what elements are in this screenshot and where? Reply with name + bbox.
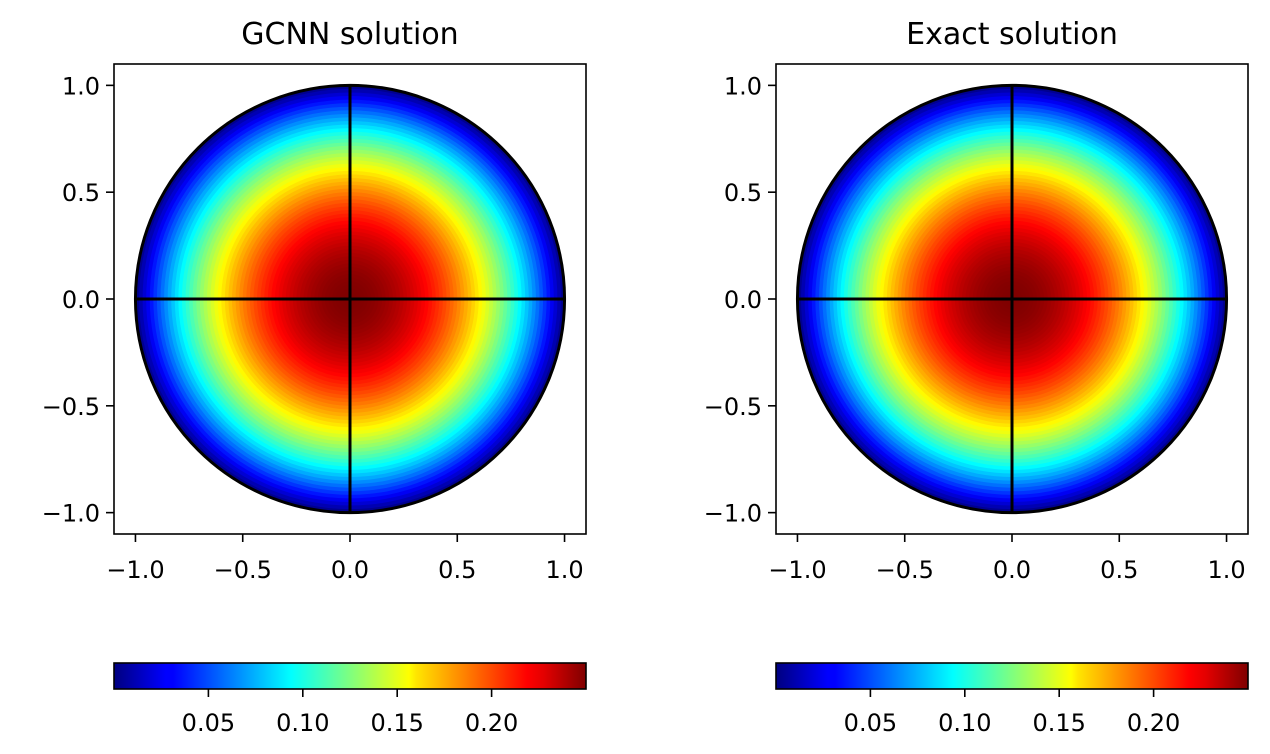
x-tick-label: 0.5 [438,556,476,584]
colorbar-tick-label: 0.10 [938,709,991,737]
x-tick-label: −0.5 [876,556,934,584]
y-tick-label: 1.0 [62,72,100,100]
x-tick-label: 1.0 [545,556,583,584]
panel-exact: Exact solution −1.0 −0.5 0.0 0.5 1.0 −1.0 −0.… [704,17,1249,737]
colorbar-tick-label: 0.15 [370,709,423,737]
y-axis: −1.0 −0.5 0.0 0.5 1.0 [704,72,776,528]
colorbar-tick-label: 0.20 [465,709,518,737]
panel-title: Exact solution [906,17,1118,52]
y-tick-label: −0.5 [42,393,100,421]
x-tick-label: 1.0 [1207,556,1245,584]
x-tick-label: −0.5 [214,556,272,584]
x-tick-label: 0.0 [331,556,369,584]
colorbar-tick-label: 0.15 [1032,709,1085,737]
y-tick-label: 0.5 [724,179,762,207]
x-axis: −1.0 −0.5 0.0 0.5 1.0 [768,534,1246,584]
colorbar-tick-label: 0.05 [182,709,235,737]
colorbar-tick-label: 0.10 [276,709,329,737]
colorbar: 0.05 0.10 0.15 0.20 [113,662,587,737]
y-tick-label: 0.0 [724,286,762,314]
y-tick-label: 0.0 [62,286,100,314]
panel-title: GCNN solution [241,17,458,52]
x-tick-label: 0.0 [993,556,1031,584]
x-tick-label: −1.0 [106,556,164,584]
colorbar-frame [775,662,1249,690]
colorbar-frame [113,662,587,690]
y-tick-label: 0.5 [62,179,100,207]
y-tick-label: −0.5 [704,393,762,421]
colorbar-gradient [776,663,1248,689]
y-tick-label: 1.0 [724,72,762,100]
overlay-lines [133,83,567,515]
x-tick-label: 0.5 [1100,556,1138,584]
y-axis: −1.0 −0.5 0.0 0.5 1.0 [42,72,114,528]
y-tick-label: −1.0 [42,500,100,528]
overlay-lines [795,83,1229,515]
panel-gcnn: GCNN solution −1.0 −0.5 0.0 0.5 1.0 −1.0 −0.5… [42,17,587,737]
colorbar-gradient [114,663,586,689]
x-axis: −1.0 −0.5 0.0 0.5 1.0 [106,534,584,584]
colorbar: 0.05 0.10 0.15 0.20 [775,662,1249,737]
colorbar-tick-label: 0.20 [1127,709,1180,737]
y-tick-label: −1.0 [704,500,762,528]
colorbar-tick-label: 0.05 [844,709,897,737]
x-tick-label: −1.0 [768,556,826,584]
